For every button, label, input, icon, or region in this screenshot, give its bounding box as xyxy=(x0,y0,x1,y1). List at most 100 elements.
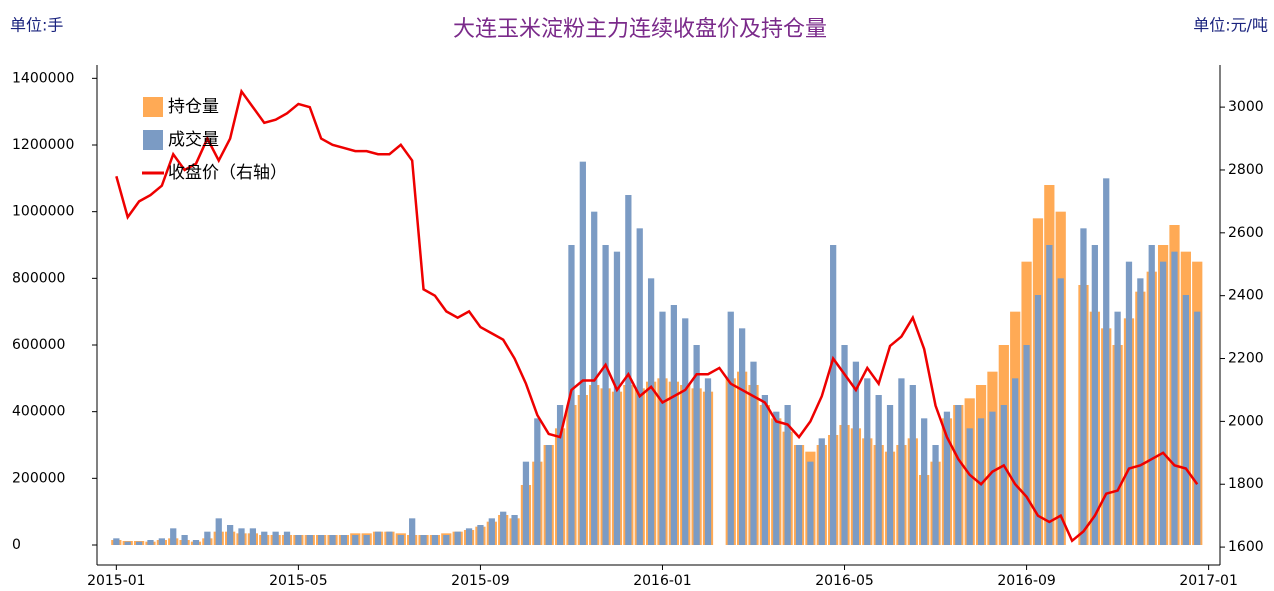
y2-unit: 单位:元/吨 xyxy=(1193,16,1268,35)
bar xyxy=(443,535,450,545)
bar xyxy=(477,525,484,545)
bar xyxy=(1057,278,1064,545)
x-tick-label: 2015-05 xyxy=(269,573,328,589)
bar xyxy=(750,361,757,545)
bar xyxy=(488,518,495,545)
bar xyxy=(761,395,769,545)
bar xyxy=(1012,378,1019,545)
bar xyxy=(989,411,996,545)
x-tick-label: 2016-01 xyxy=(633,573,692,589)
x-tick-label: 2017-01 xyxy=(1179,573,1238,589)
bar xyxy=(135,541,143,545)
bar xyxy=(977,418,985,545)
y2-tick-label: 3000 xyxy=(1228,99,1264,115)
legend-swatch xyxy=(143,97,163,117)
x-tick-label: 2015-01 xyxy=(87,573,146,589)
bar xyxy=(283,531,291,545)
y2-tick-label: 2600 xyxy=(1228,225,1264,241)
bar xyxy=(807,461,814,545)
x-tick-label: 2016-05 xyxy=(815,573,874,589)
bar xyxy=(966,428,973,545)
y2-tick-label: 2400 xyxy=(1228,288,1264,304)
bar xyxy=(226,525,234,545)
bar xyxy=(204,531,211,545)
bar xyxy=(386,531,393,545)
price-line xyxy=(115,88,1199,543)
bar xyxy=(1091,245,1098,545)
bar xyxy=(420,535,427,545)
bar xyxy=(272,531,279,545)
bar xyxy=(431,535,439,545)
bar xyxy=(113,538,120,545)
bar xyxy=(943,411,951,545)
bar xyxy=(875,395,882,545)
bar xyxy=(374,531,382,545)
bar xyxy=(454,531,461,545)
bar xyxy=(318,535,325,545)
y-tick-label: 600000 xyxy=(12,337,65,353)
bar xyxy=(545,445,552,545)
bar xyxy=(238,528,245,545)
y2-tick-label: 2800 xyxy=(1228,162,1264,178)
bar xyxy=(591,211,598,545)
bar xyxy=(647,278,655,545)
bar xyxy=(693,345,700,545)
y-tick-label: 1400000 xyxy=(12,70,74,86)
bar xyxy=(613,251,621,545)
bar xyxy=(818,438,825,545)
bar xyxy=(830,245,837,545)
bar xyxy=(921,418,928,545)
bar xyxy=(864,378,871,545)
y-unit: 单位:手 xyxy=(10,16,63,35)
bar xyxy=(659,311,666,545)
y2-tick-label: 2200 xyxy=(1228,351,1264,367)
legend-swatch xyxy=(143,130,163,150)
bar xyxy=(522,461,530,545)
bar xyxy=(1046,245,1053,545)
bar xyxy=(909,385,916,545)
bar xyxy=(158,538,165,545)
y2-tick-label: 2000 xyxy=(1228,413,1264,429)
bar xyxy=(932,445,939,545)
x-tick-label: 2015-09 xyxy=(451,573,510,589)
bar xyxy=(1114,311,1121,545)
bar xyxy=(1159,261,1167,545)
bar xyxy=(1182,295,1189,545)
bar xyxy=(261,531,268,545)
bar xyxy=(215,518,222,545)
bar xyxy=(192,540,200,545)
legend-label: 收盘价（右轴） xyxy=(168,163,287,183)
bar xyxy=(295,535,302,545)
bar xyxy=(738,328,746,545)
bar xyxy=(636,228,643,546)
bar xyxy=(670,305,677,545)
bar xyxy=(465,528,473,545)
bar xyxy=(1194,311,1201,545)
bar xyxy=(181,535,188,545)
bar xyxy=(1125,261,1133,545)
bar xyxy=(1023,345,1030,545)
bar xyxy=(886,405,894,545)
bar xyxy=(784,405,791,545)
bar xyxy=(306,535,313,545)
bar xyxy=(249,528,257,545)
bar xyxy=(363,535,370,545)
y-tick-label: 400000 xyxy=(12,404,65,420)
legend-label: 成交量 xyxy=(168,130,219,150)
bar xyxy=(329,535,336,545)
bar xyxy=(852,361,860,545)
bar xyxy=(170,528,177,545)
bar xyxy=(1000,405,1007,545)
bar xyxy=(841,345,848,545)
bar xyxy=(955,405,962,545)
bar xyxy=(625,195,632,545)
legend-label: 持仓量 xyxy=(168,97,219,117)
bar xyxy=(500,511,507,545)
bar xyxy=(1034,295,1042,545)
bar xyxy=(602,245,609,545)
x-tick-label: 2016-09 xyxy=(997,573,1056,589)
bar xyxy=(409,518,416,545)
bar xyxy=(147,540,154,545)
bar xyxy=(340,535,348,545)
